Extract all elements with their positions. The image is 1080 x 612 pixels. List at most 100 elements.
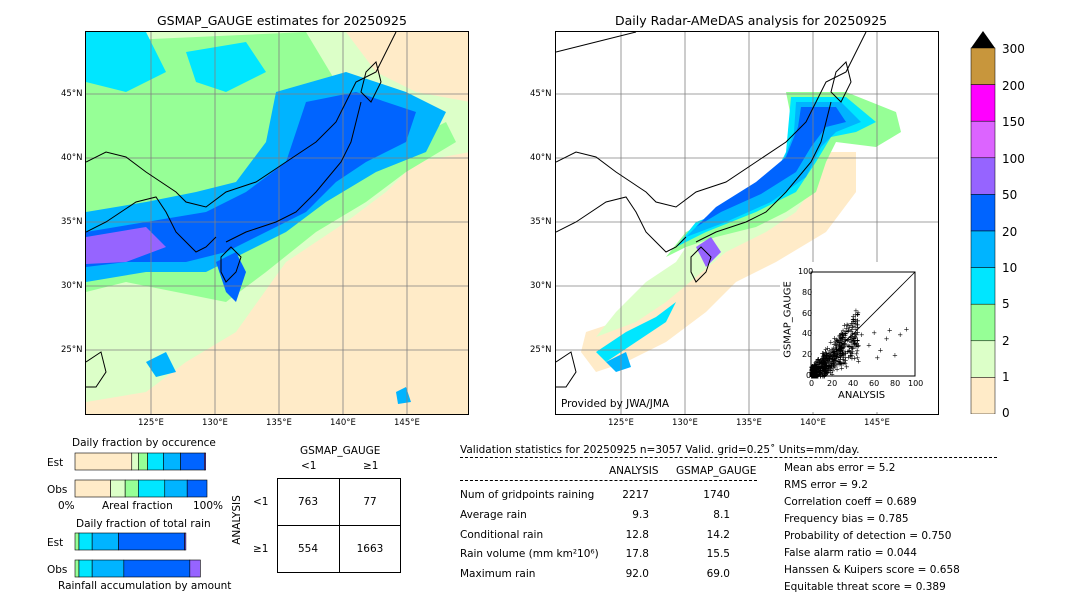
scatter-point: +: [828, 364, 834, 372]
scatter-diagonal: [810, 271, 916, 377]
scatter-point: +: [821, 353, 827, 361]
scatter-point: +: [833, 336, 839, 344]
scatter-point: +: [812, 373, 818, 381]
scatter-point: +: [822, 369, 828, 377]
scatter-point: +: [812, 373, 818, 381]
stat-analysis-volume: 17.8: [625, 548, 649, 560]
scatter-point: +: [813, 364, 819, 372]
scatter-point: +: [818, 369, 824, 377]
scatter-point: +: [820, 364, 826, 372]
scatter-point: +: [824, 355, 830, 363]
colorbar-swatch: [970, 84, 996, 122]
scatter-point: +: [810, 373, 816, 381]
scatter-point: +: [847, 353, 853, 361]
scatter-point: +: [814, 371, 820, 379]
scatter-point: +: [817, 365, 823, 373]
scatter-point: +: [809, 363, 815, 371]
scatter-point: +: [810, 373, 816, 381]
stat-gsmap-maximum: 69.0: [706, 568, 730, 580]
score-mae: Mean abs error = 5.2: [784, 462, 896, 474]
scatter-point: +: [821, 358, 827, 366]
scatter-point: +: [850, 320, 856, 328]
scatter-point: +: [816, 356, 822, 364]
scatter-point: +: [892, 352, 898, 360]
stacked-bar-segment: [189, 559, 201, 578]
scatter-point: +: [812, 373, 818, 381]
colorbar-swatch: [970, 340, 996, 378]
stat-analysis-gridpoints: 2217: [622, 489, 649, 501]
scatter-point: +: [811, 369, 817, 377]
scatter-point: +: [839, 331, 845, 339]
scatter-point: +: [842, 330, 848, 338]
scatter-point: +: [855, 311, 861, 319]
scatter-point: +: [820, 373, 826, 381]
scatter-point: +: [816, 359, 822, 367]
scatter-point: +: [813, 373, 819, 381]
scatter-ytick-0: 0: [806, 371, 812, 380]
scatter-point: +: [838, 334, 844, 342]
right-map-title: Daily Radar-AMeDAS analysis for 20250925: [615, 13, 888, 28]
scatter-point: +: [823, 362, 829, 370]
scatter-point: +: [836, 346, 842, 354]
occurrence-x-right: 100%: [193, 500, 224, 512]
scatter-point: +: [840, 334, 846, 342]
scatter-point: +: [810, 367, 816, 375]
colorbar-swatch: [970, 120, 996, 159]
scatter-point: +: [809, 373, 815, 381]
scatter-point: +: [824, 361, 830, 369]
scatter-point: +: [838, 347, 844, 355]
scatter-point: +: [825, 366, 831, 374]
scatter-point: +: [809, 368, 815, 376]
scatter-point: +: [827, 347, 833, 355]
scatter-point: +: [816, 368, 822, 376]
scatter-point: +: [841, 343, 847, 351]
scatter-point: +: [814, 373, 820, 381]
scatter-point: +: [812, 373, 818, 381]
scatter-point: +: [809, 372, 815, 380]
scatter-point: +: [813, 362, 819, 370]
scatter-point: +: [810, 366, 816, 374]
colorbar-swatch: [970, 377, 996, 415]
scatter-point: +: [813, 365, 819, 373]
scatter-point: +: [836, 344, 842, 352]
scatter-point: +: [817, 369, 823, 377]
stat-label-conditional: Conditional rain: [460, 529, 544, 541]
scatter-point: +: [809, 366, 815, 374]
scatter-point: +: [837, 359, 843, 367]
scatter-xlabel: ANALYSIS: [838, 390, 886, 401]
scatter-point: +: [820, 354, 826, 362]
scatter-point: +: [851, 337, 857, 345]
scatter-ytick-40: 40: [802, 329, 813, 338]
scatter-point: +: [834, 338, 840, 346]
scatter-point: +: [811, 366, 817, 374]
scatter-point: +: [809, 373, 815, 381]
scatter-point: +: [828, 351, 834, 359]
scatter-point: +: [809, 373, 815, 381]
scatter-point: +: [839, 345, 845, 353]
scatter-point: +: [810, 373, 816, 381]
scatter-point: +: [812, 363, 818, 371]
scatter-point: +: [834, 350, 840, 358]
validation-table-rule: [460, 480, 757, 481]
scatter-point: +: [810, 372, 816, 380]
scatter-point: +: [814, 373, 820, 381]
scatter-point: +: [852, 330, 858, 338]
scatter-point: +: [812, 365, 818, 373]
scatter-point: +: [855, 310, 861, 318]
contingency-row-lt1: <1: [253, 496, 269, 508]
scatter-point: +: [816, 371, 822, 379]
scatter-point: +: [831, 354, 837, 362]
scatter-point: +: [835, 354, 841, 362]
scatter-points: ++++ ++++++++++++++++++++++++++++++++++++…: [809, 307, 910, 381]
scatter-point: +: [837, 341, 843, 349]
scatter-point: +: [849, 344, 855, 352]
scatter-point: +: [821, 355, 827, 363]
scatter-point: +: [823, 355, 829, 363]
scatter-point: +: [812, 373, 818, 381]
scatter-point: +: [820, 352, 826, 360]
scatter-point: +: [811, 373, 817, 381]
scatter-point: +: [855, 357, 861, 365]
scatter-point: +: [811, 373, 817, 381]
scatter-point: +: [809, 366, 815, 374]
scatter-point: +: [815, 365, 821, 373]
